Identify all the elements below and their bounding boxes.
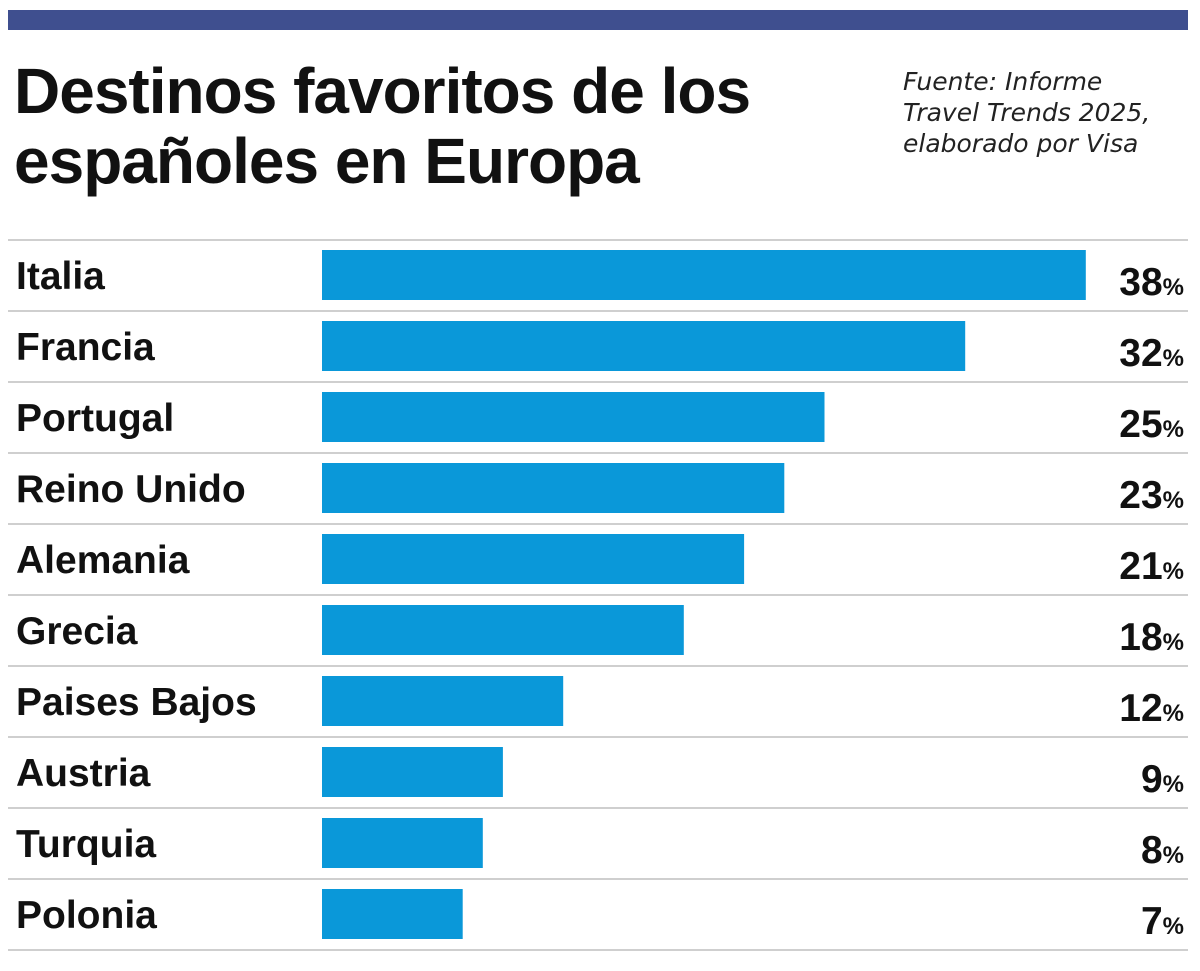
- category-label-alemania: Alemania: [16, 539, 190, 582]
- bar-austria: [322, 747, 503, 797]
- category-label-francia: Francia: [16, 326, 155, 369]
- value-unit: %: [1163, 842, 1184, 869]
- bar-reino-unido: [322, 463, 785, 513]
- value-number: 32: [1119, 332, 1162, 375]
- source-line-1: Fuente: Informe: [903, 67, 1103, 96]
- source-note: Fuente: Informe Travel Trends 2025, elab…: [903, 66, 1193, 159]
- top-band: [8, 10, 1188, 30]
- value-label-alemania: 21%: [1119, 545, 1184, 588]
- bar-francia: [322, 321, 966, 371]
- category-label-turquia: Turquia: [16, 823, 156, 866]
- value-unit: %: [1163, 700, 1184, 727]
- category-label-grecia: Grecia: [16, 610, 138, 653]
- chart-title: Destinos favoritos de los españoles en E…: [14, 56, 874, 196]
- bar-portugal: [322, 392, 825, 442]
- bar-paises-bajos: [322, 676, 564, 726]
- value-number: 38: [1119, 261, 1162, 304]
- value-number: 7: [1141, 900, 1163, 943]
- value-number: 18: [1119, 616, 1162, 659]
- value-label-grecia: 18%: [1119, 616, 1184, 659]
- category-label-portugal: Portugal: [16, 397, 174, 440]
- value-label-francia: 32%: [1119, 332, 1184, 375]
- value-number: 9: [1141, 758, 1163, 801]
- category-label-austria: Austria: [16, 752, 151, 795]
- bar-italia: [322, 250, 1086, 300]
- value-label-italia: 38%: [1119, 261, 1184, 304]
- bar-grecia: [322, 605, 684, 655]
- category-label-italia: Italia: [16, 255, 105, 298]
- value-unit: %: [1163, 345, 1184, 372]
- value-unit: %: [1163, 771, 1184, 798]
- value-label-portugal: 25%: [1119, 403, 1184, 446]
- value-unit: %: [1163, 487, 1184, 514]
- bar-turquia: [322, 818, 483, 868]
- value-label-reino-unido: 23%: [1119, 474, 1184, 517]
- value-number: 12: [1119, 687, 1162, 730]
- value-label-austria: 9%: [1141, 758, 1184, 801]
- value-unit: %: [1163, 913, 1184, 940]
- value-label-turquia: 8%: [1141, 829, 1184, 872]
- value-number: 8: [1141, 829, 1163, 872]
- value-label-paises-bajos: 12%: [1119, 687, 1184, 730]
- value-label-polonia: 7%: [1141, 900, 1184, 943]
- value-unit: %: [1163, 274, 1184, 301]
- value-unit: %: [1163, 416, 1184, 443]
- category-label-polonia: Polonia: [16, 894, 157, 937]
- source-line-3: elaborado por Visa: [903, 129, 1139, 158]
- value-number: 21: [1119, 545, 1162, 588]
- source-line-2: Travel Trends 2025,: [903, 98, 1151, 127]
- value-unit: %: [1163, 629, 1184, 656]
- value-number: 25: [1119, 403, 1162, 446]
- value-number: 23: [1119, 474, 1162, 517]
- bar-polonia: [322, 889, 463, 939]
- value-unit: %: [1163, 558, 1184, 585]
- title-line-2: españoles en Europa: [14, 125, 640, 197]
- title-line-1: Destinos favoritos de los: [14, 55, 751, 127]
- category-label-paises-bajos: Paises Bajos: [16, 681, 257, 724]
- category-label-reino-unido: Reino Unido: [16, 468, 246, 511]
- bar-alemania: [322, 534, 745, 584]
